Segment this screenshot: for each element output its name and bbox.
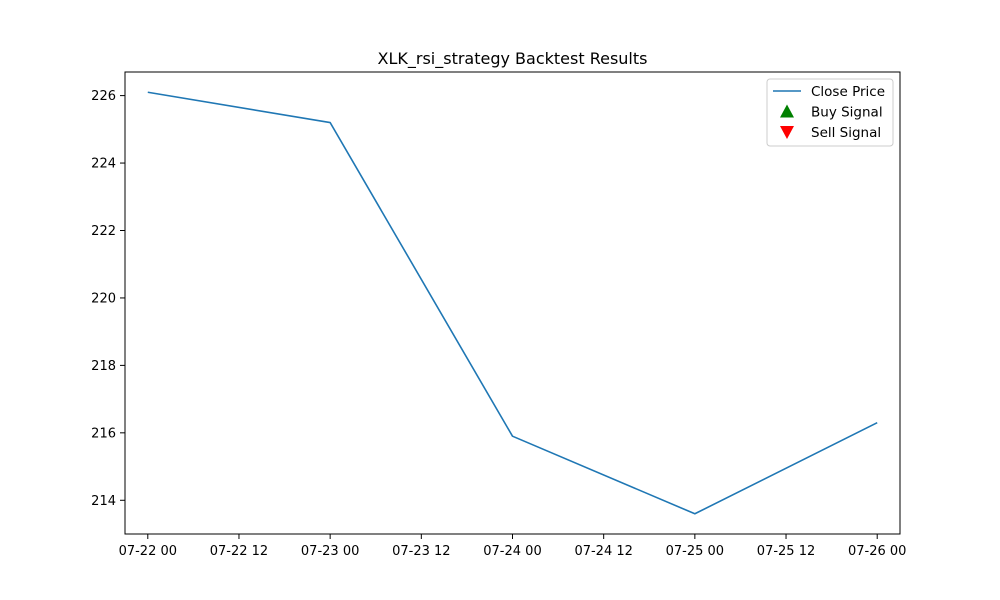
- x-tick-label: 07-25 00: [666, 544, 724, 559]
- legend-buy-marker: [780, 104, 794, 118]
- plot-area: [147, 91, 878, 515]
- x-tick-label: 07-22 00: [119, 544, 177, 559]
- x-tick-label: 07-23 00: [301, 544, 359, 559]
- x-tick-label: 07-22 12: [210, 544, 268, 559]
- y-tick-label: 214: [91, 494, 116, 509]
- x-tick-label: 07-24 12: [574, 544, 632, 559]
- chart-title: XLK_rsi_strategy Backtest Results: [378, 49, 648, 69]
- legend-label: Sell Signal: [811, 125, 881, 141]
- y-axis: 214 216 218 220 222 224 226: [91, 89, 125, 509]
- legend: Close Price Buy Signal Sell Signal: [766, 78, 894, 147]
- legend-label: Buy Signal: [811, 105, 883, 121]
- x-axis: 07-22 00 07-22 12 07-23 00 07-23 12 07-24 00…: [119, 534, 906, 559]
- legend-sell-marker: [780, 126, 794, 139]
- x-tick-label: 07-23 12: [392, 544, 450, 559]
- y-tick-label: 222: [91, 224, 116, 239]
- legend-label: Close Price: [811, 84, 885, 100]
- x-tick-label: 07-26 00: [848, 544, 906, 559]
- x-tick-label: 07-25 12: [757, 544, 815, 559]
- y-tick-label: 220: [91, 291, 116, 306]
- y-tick-label: 224: [91, 157, 116, 172]
- y-tick-label: 216: [91, 426, 116, 441]
- y-tick-label: 218: [91, 359, 116, 374]
- y-tick-label: 226: [91, 89, 116, 104]
- x-tick-label: 07-24 00: [483, 544, 541, 559]
- legend-box: [766, 78, 894, 147]
